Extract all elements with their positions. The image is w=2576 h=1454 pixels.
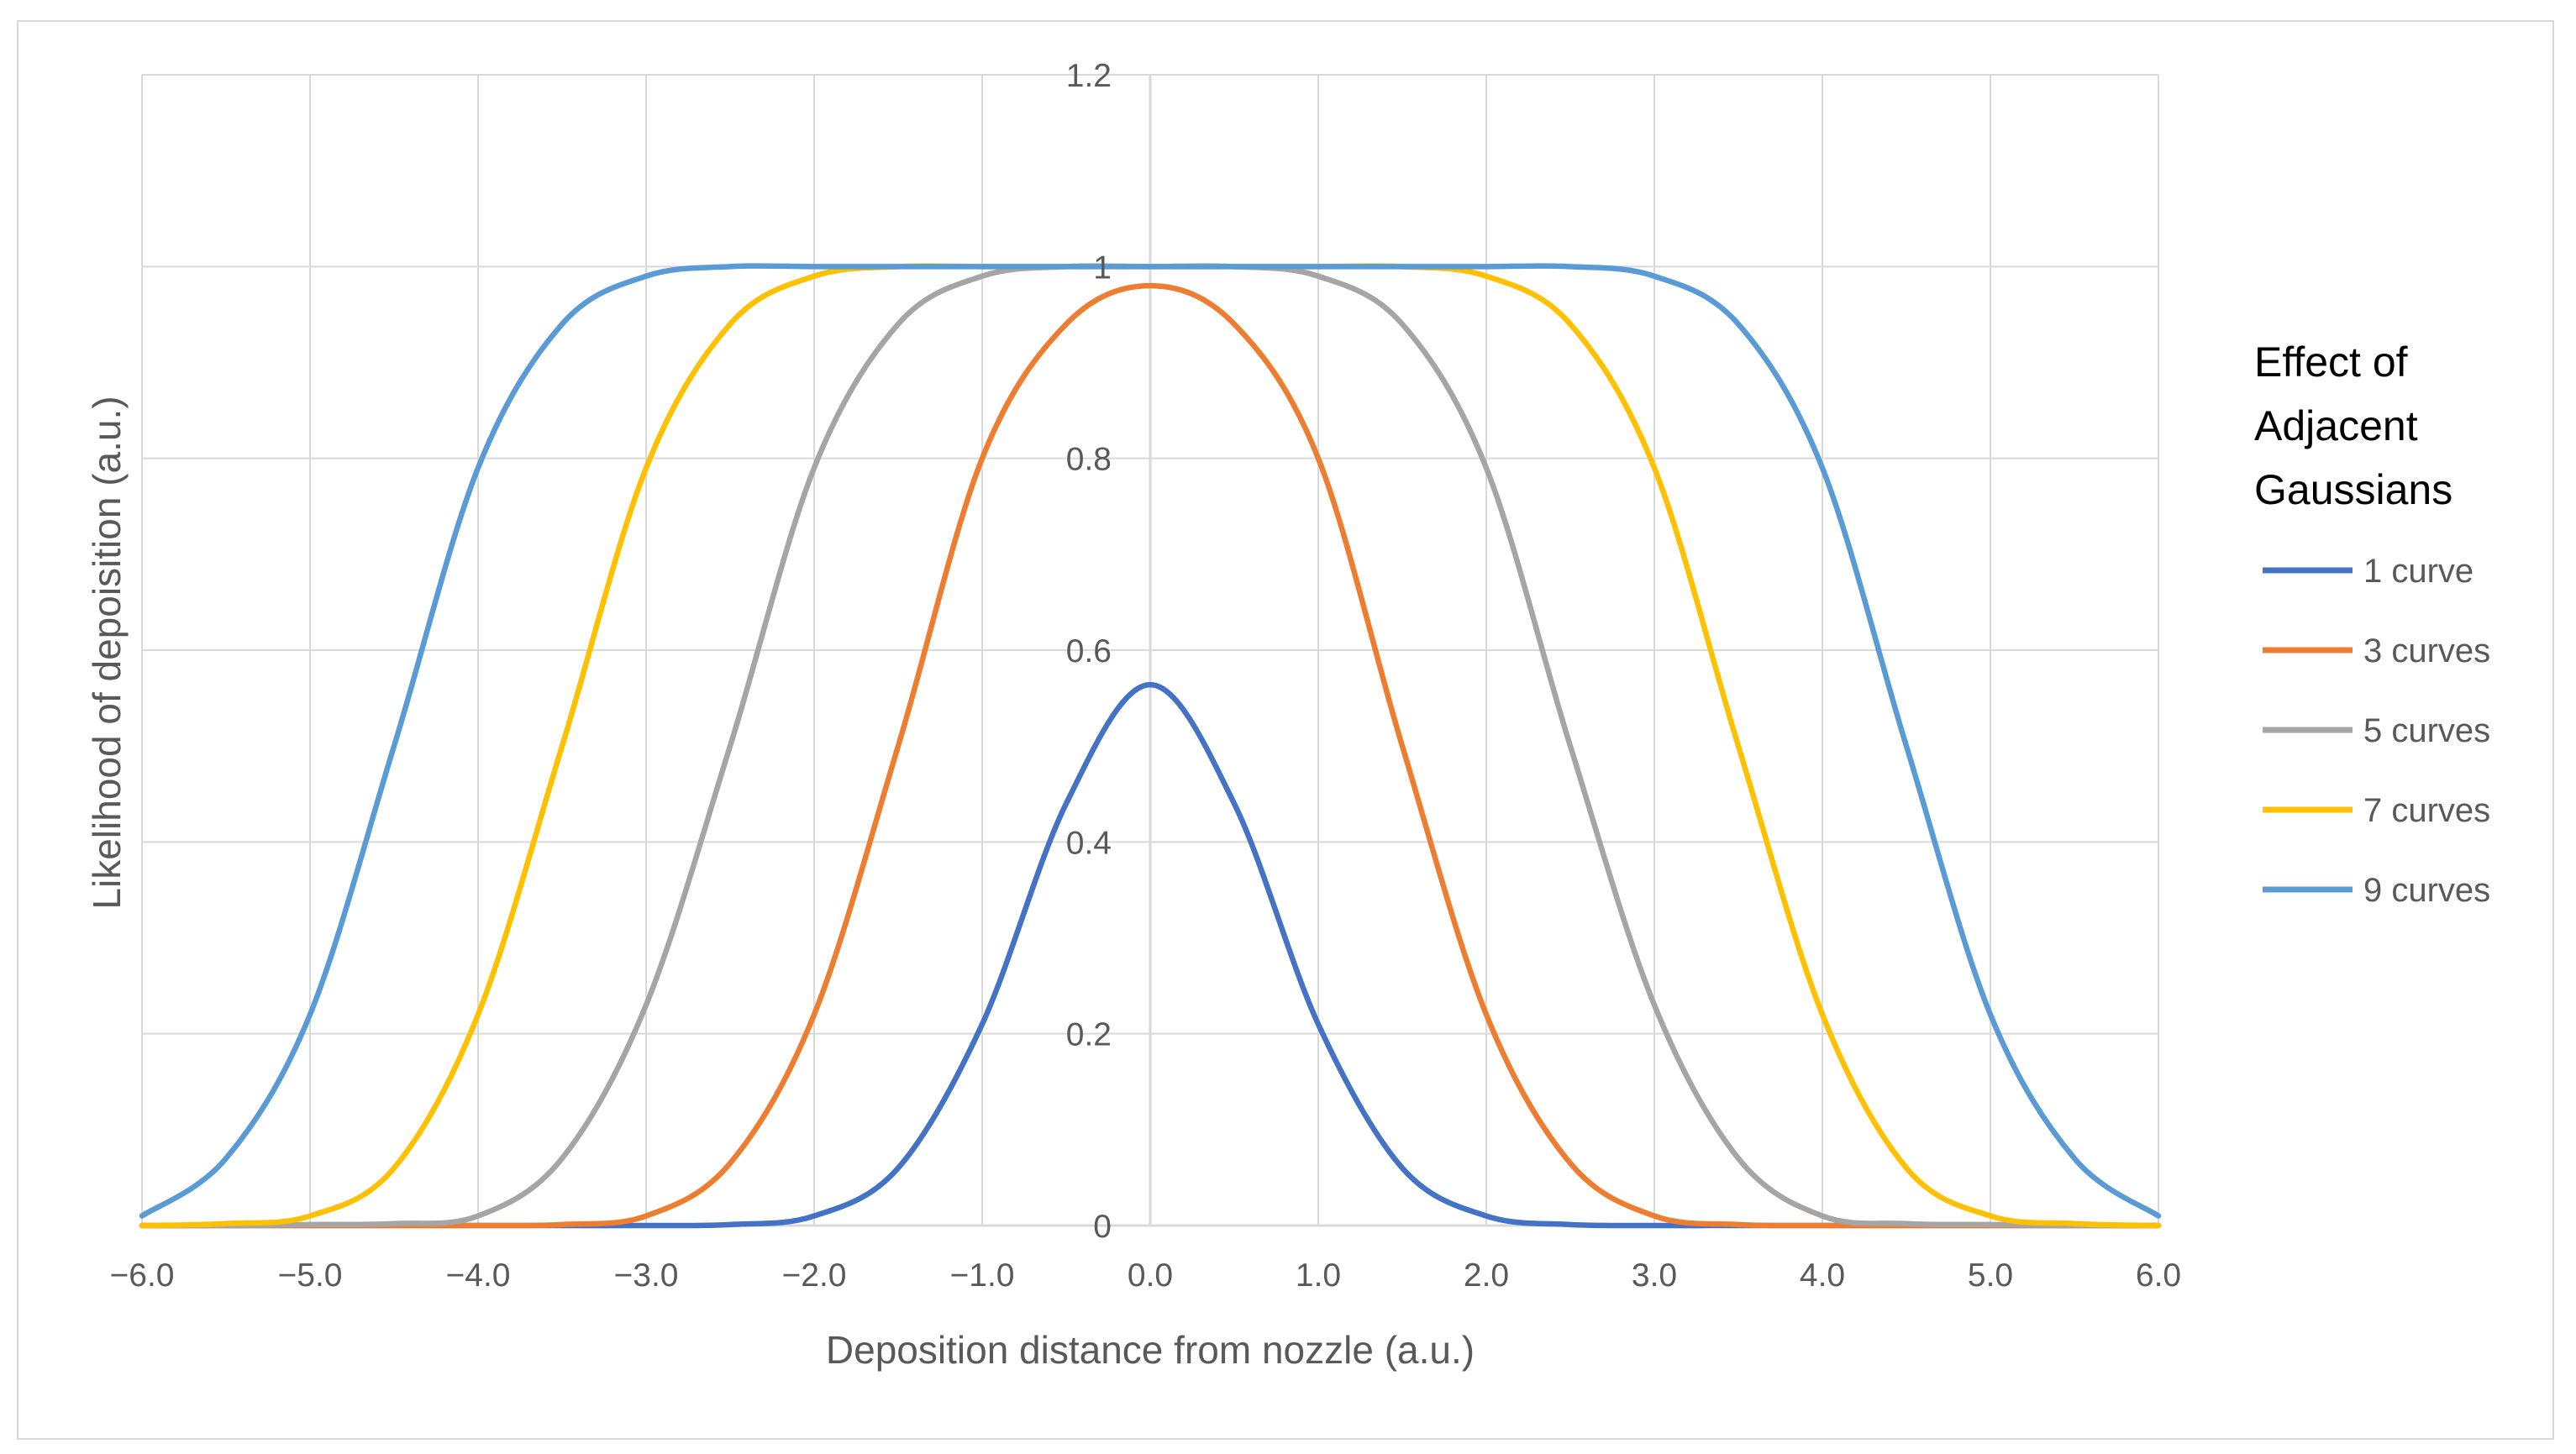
legend-label: 3 curves: [2363, 633, 2490, 669]
x-tick-label: 5.0: [1968, 1257, 2013, 1294]
y-axis-title: Likelihood of depoisition (a.u.): [85, 396, 129, 909]
x-tick-label: −4.0: [446, 1257, 511, 1294]
x-tick-label: 4.0: [1800, 1257, 1845, 1294]
y-tick-labels: 0 0.2 0.4 0.6 0.8 1 1.2: [1066, 58, 1112, 1245]
y-tick-label: 0.8: [1066, 442, 1112, 478]
y-tick-label: 0.6: [1066, 633, 1112, 669]
series-line-9-curves: [139, 263, 2162, 1219]
x-tick-label: 2.0: [1464, 1257, 1509, 1294]
x-tick-label: −3.0: [614, 1257, 679, 1294]
y-tick-label: 0.2: [1066, 1017, 1112, 1053]
series-line-3-curves: [139, 282, 2162, 1229]
y-tick-label: 1.2: [1066, 58, 1112, 94]
legend-label: 9 curves: [2363, 872, 2490, 909]
legend-title-line-3: Gaussians: [2254, 466, 2452, 513]
y-tick-label: 1: [1093, 249, 1112, 286]
x-tick-label: 6.0: [2136, 1257, 2181, 1294]
x-tick-label: 0.0: [1128, 1257, 1173, 1294]
x-tick-label: 1.0: [1296, 1257, 1341, 1294]
x-axis-title: Deposition distance from nozzle (a.u.): [826, 1328, 1475, 1372]
legend-title-line-2: Adjacent: [2254, 402, 2418, 449]
x-tick-labels: −6.0 −5.0 −4.0 −3.0 −2.0 −1.0 0.0 1.0 2.0 3.0 4.0 5…: [110, 1257, 2182, 1294]
legend-label: 5 curves: [2363, 712, 2490, 749]
y-tick-label: 0.4: [1066, 825, 1112, 861]
x-tick-label: −2.0: [782, 1257, 847, 1294]
y-tick-label: 0: [1093, 1209, 1112, 1245]
x-tick-label: −5.0: [278, 1257, 343, 1294]
legend-label: 1 curve: [2363, 553, 2473, 590]
legend-title-line-1: Effect of: [2254, 339, 2408, 386]
x-tick-label: 3.0: [1632, 1257, 1677, 1294]
legend-entries: 1 curve 3 curves 5 curves 7 curves 9 curves: [2263, 553, 2490, 909]
x-tick-label: −6.0: [110, 1257, 175, 1294]
legend: Effect of Adjacent Gaussians 1 curve 3 cu…: [2254, 339, 2490, 909]
series-lines: [139, 263, 2162, 1229]
legend-label: 7 curves: [2363, 792, 2490, 829]
x-tick-label: −1.0: [950, 1257, 1015, 1294]
